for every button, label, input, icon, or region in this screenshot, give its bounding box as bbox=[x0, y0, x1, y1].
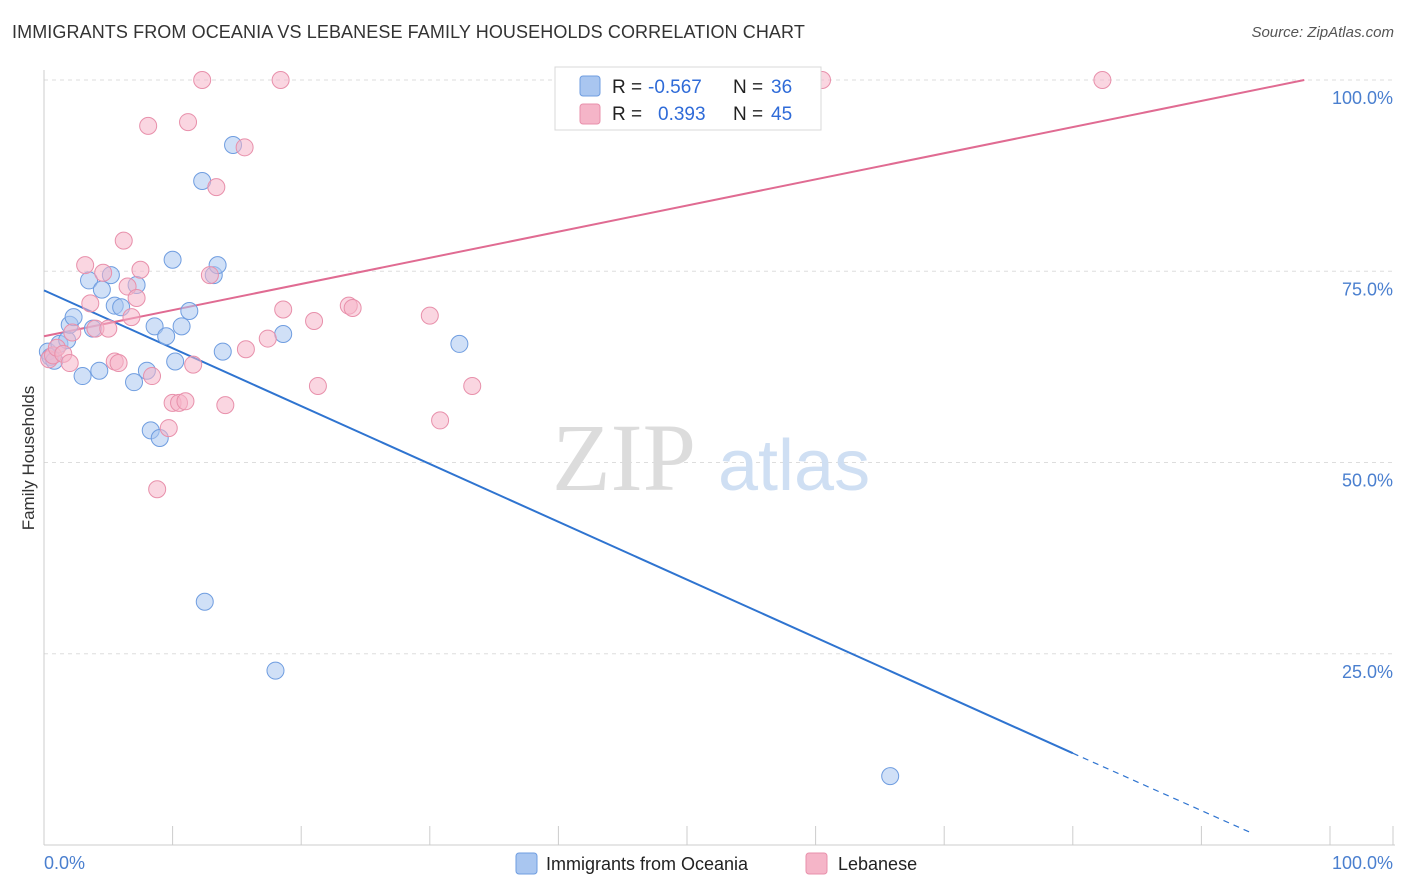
oceania-point-32 bbox=[266, 661, 285, 680]
lebanese-point-35 bbox=[305, 311, 324, 330]
legend-swatch-oceania bbox=[579, 75, 601, 97]
oceania-point-21 bbox=[157, 327, 176, 346]
x-ticks bbox=[43, 826, 1394, 845]
lebanese-point-17 bbox=[131, 260, 150, 279]
gridlines bbox=[44, 79, 1395, 655]
lebanese-point-27 bbox=[200, 266, 219, 285]
watermark-atlas: atlas bbox=[718, 426, 870, 506]
lebanese-point-40 bbox=[431, 411, 450, 430]
series-legend: Immigrants from Oceania Lebanese bbox=[515, 852, 917, 875]
lebanese-point-31 bbox=[236, 340, 255, 359]
lebanese-point-25 bbox=[184, 355, 203, 374]
x-tick-label-max: 100.0% bbox=[1332, 853, 1393, 873]
legend-r-label-lebanese: R = bbox=[612, 104, 642, 125]
lebanese-point-24 bbox=[179, 113, 198, 132]
legend-r-label-oceania: R = bbox=[612, 77, 642, 98]
oceania-point-33 bbox=[274, 324, 293, 343]
chart-title: IMMIGRANTS FROM OCEANIA VS LEBANESE FAMI… bbox=[12, 22, 805, 42]
legend-n-label-lebanese: N = bbox=[733, 104, 763, 125]
lebanese-point-30 bbox=[235, 138, 254, 157]
lebanese-point-19 bbox=[143, 367, 162, 386]
lebanese-point-28 bbox=[207, 178, 226, 197]
y-tick-label-3: 100.0% bbox=[1332, 88, 1393, 108]
oceania-point-7 bbox=[73, 367, 92, 386]
lebanese-point-38 bbox=[343, 298, 362, 317]
watermark: ZIP atlas bbox=[552, 404, 870, 511]
lebanese-point-15 bbox=[122, 308, 141, 327]
lebanese-point-4 bbox=[60, 354, 79, 373]
axes bbox=[43, 70, 1395, 846]
series-legend-label-oceania: Immigrants from Oceania bbox=[546, 854, 749, 874]
lebanese-point-41 bbox=[463, 377, 482, 395]
oceania-point-27 bbox=[195, 592, 214, 611]
oceania-point-30 bbox=[213, 342, 232, 361]
lebanese-point-29 bbox=[216, 396, 235, 415]
y-tick-label-0: 25.0% bbox=[1342, 662, 1393, 682]
oceania-point-22 bbox=[163, 250, 182, 269]
lebanese-point-44 bbox=[176, 392, 195, 411]
oceania-point-24 bbox=[172, 317, 191, 336]
lebanese-point-9 bbox=[94, 263, 113, 282]
lebanese-point-5 bbox=[63, 323, 82, 342]
lebanese-point-20 bbox=[148, 480, 167, 499]
source-label: Source: ZipAtlas.com bbox=[1251, 24, 1394, 41]
scatter-points bbox=[38, 71, 1112, 786]
trend-line-oceania bbox=[43, 289, 1074, 755]
legend-n-value-lebanese: 45 bbox=[771, 104, 792, 125]
oceania-point-35 bbox=[881, 767, 900, 786]
lebanese-point-18 bbox=[139, 116, 158, 135]
series-legend-label-lebanese: Lebanese bbox=[838, 854, 917, 874]
oceania-point-11 bbox=[92, 280, 111, 299]
lebanese-point-33 bbox=[271, 71, 290, 89]
oceania-point-10 bbox=[90, 361, 109, 380]
y-tick-labels: 25.0% 50.0% 75.0% 100.0% bbox=[1332, 88, 1393, 682]
x-tick-label-min: 0.0% bbox=[44, 853, 85, 873]
lebanese-point-12 bbox=[109, 354, 128, 373]
lebanese-point-7 bbox=[81, 294, 100, 313]
stats-legend: R = -0.567 N = 36 R = 0.393 N = 45 bbox=[554, 66, 822, 131]
oceania-point-16 bbox=[125, 373, 144, 392]
lebanese-point-21 bbox=[159, 419, 178, 438]
lebanese-point-13 bbox=[114, 231, 133, 250]
oceania-point-6 bbox=[64, 308, 83, 327]
series-legend-swatch-oceania bbox=[515, 852, 538, 875]
trend-line-extension-oceania bbox=[1072, 752, 1254, 835]
lebanese-point-36 bbox=[308, 377, 327, 395]
lebanese-point-10 bbox=[99, 319, 118, 338]
legend-swatch-lebanese bbox=[579, 103, 601, 125]
lebanese-point-16 bbox=[127, 289, 146, 308]
lebanese-point-6 bbox=[76, 256, 95, 275]
oceania-point-34 bbox=[450, 334, 469, 353]
trend-line-lebanese bbox=[43, 79, 1305, 338]
legend-r-value-oceania: -0.567 bbox=[648, 77, 702, 98]
series-legend-swatch-lebanese bbox=[805, 852, 828, 875]
legend-n-value-oceania: 36 bbox=[771, 77, 792, 98]
trend-lines bbox=[43, 79, 1305, 835]
y-axis-label: Family Households bbox=[19, 386, 38, 531]
y-tick-label-2: 75.0% bbox=[1342, 279, 1393, 299]
lebanese-point-26 bbox=[193, 71, 212, 89]
watermark-zip: ZIP bbox=[552, 404, 696, 511]
legend-r-value-lebanese: 0.393 bbox=[658, 104, 706, 125]
y-tick-label-1: 50.0% bbox=[1342, 471, 1393, 491]
oceania-point-25 bbox=[180, 302, 199, 321]
lebanese-point-32 bbox=[258, 329, 277, 348]
oceania-point-19 bbox=[145, 317, 164, 336]
lebanese-point-34 bbox=[274, 300, 293, 319]
legend-n-label-oceania: N = bbox=[733, 77, 763, 98]
oceania-point-23 bbox=[166, 352, 185, 371]
lebanese-point-39 bbox=[420, 306, 439, 325]
lebanese-point-43 bbox=[1093, 71, 1112, 89]
